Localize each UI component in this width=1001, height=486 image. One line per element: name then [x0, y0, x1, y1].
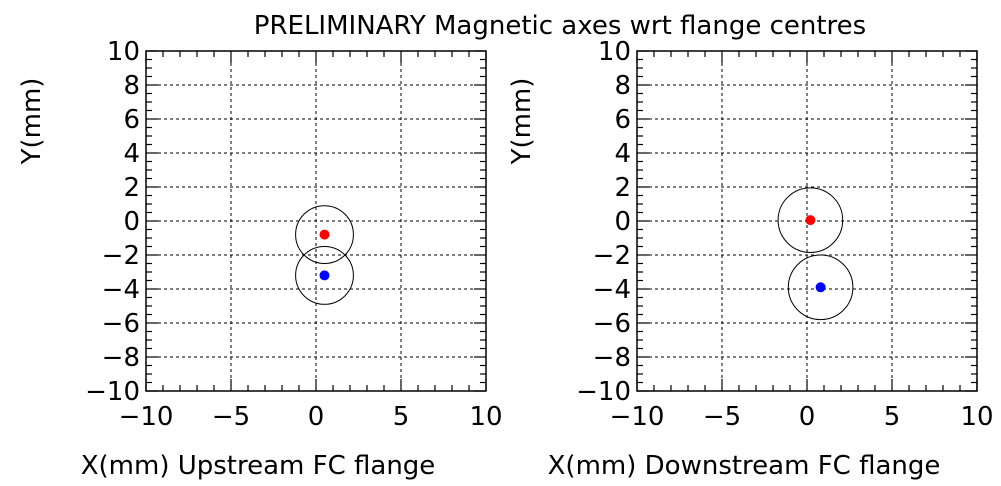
y-tick-label: 10 [107, 37, 140, 67]
y-tick-label: 4 [123, 139, 140, 169]
x-tick-label: 0 [799, 402, 816, 432]
y-tick-label: −10 [85, 377, 140, 407]
y-axis-label: Y(mm) [507, 78, 537, 166]
x-axis-label: X(mm) Upstream FC flange [81, 451, 436, 481]
y-axis-label: Y(mm) [17, 78, 47, 166]
x-tick-label: −5 [212, 402, 250, 432]
y-tick-label: 8 [614, 71, 631, 101]
y-tick-label: −8 [102, 343, 140, 373]
data-point [816, 282, 826, 292]
x-tick-label: 5 [884, 402, 901, 432]
y-tick-label: −10 [576, 377, 631, 407]
y-tick-label: −4 [593, 275, 631, 305]
x-tick-label: 0 [308, 402, 325, 432]
data-point [320, 270, 330, 280]
y-tick-label: 8 [123, 71, 140, 101]
x-tick-label: −5 [703, 402, 741, 432]
y-tick-label: −2 [102, 241, 140, 271]
chart-title: PRELIMINARY Magnetic axes wrt flange cen… [254, 11, 866, 41]
y-tick-label: −2 [593, 241, 631, 271]
x-axis-label: X(mm) Downstream FC flange [548, 451, 941, 481]
y-tick-label: 4 [614, 139, 631, 169]
y-tick-label: 6 [614, 105, 631, 135]
y-tick-label: −6 [593, 309, 631, 339]
x-tick-label: 5 [393, 402, 410, 432]
x-tick-label: 10 [960, 402, 993, 432]
y-tick-label: −8 [593, 343, 631, 373]
y-tick-label: 0 [123, 207, 140, 237]
y-tick-label: −6 [102, 309, 140, 339]
y-tick-label: 10 [598, 37, 631, 67]
data-point [805, 215, 815, 225]
y-tick-label: 0 [614, 207, 631, 237]
y-tick-label: 6 [123, 105, 140, 135]
y-tick-label: 2 [123, 173, 140, 203]
x-tick-label: 10 [469, 402, 502, 432]
y-tick-label: −4 [102, 275, 140, 305]
data-point [320, 230, 330, 240]
y-tick-label: 2 [614, 173, 631, 203]
